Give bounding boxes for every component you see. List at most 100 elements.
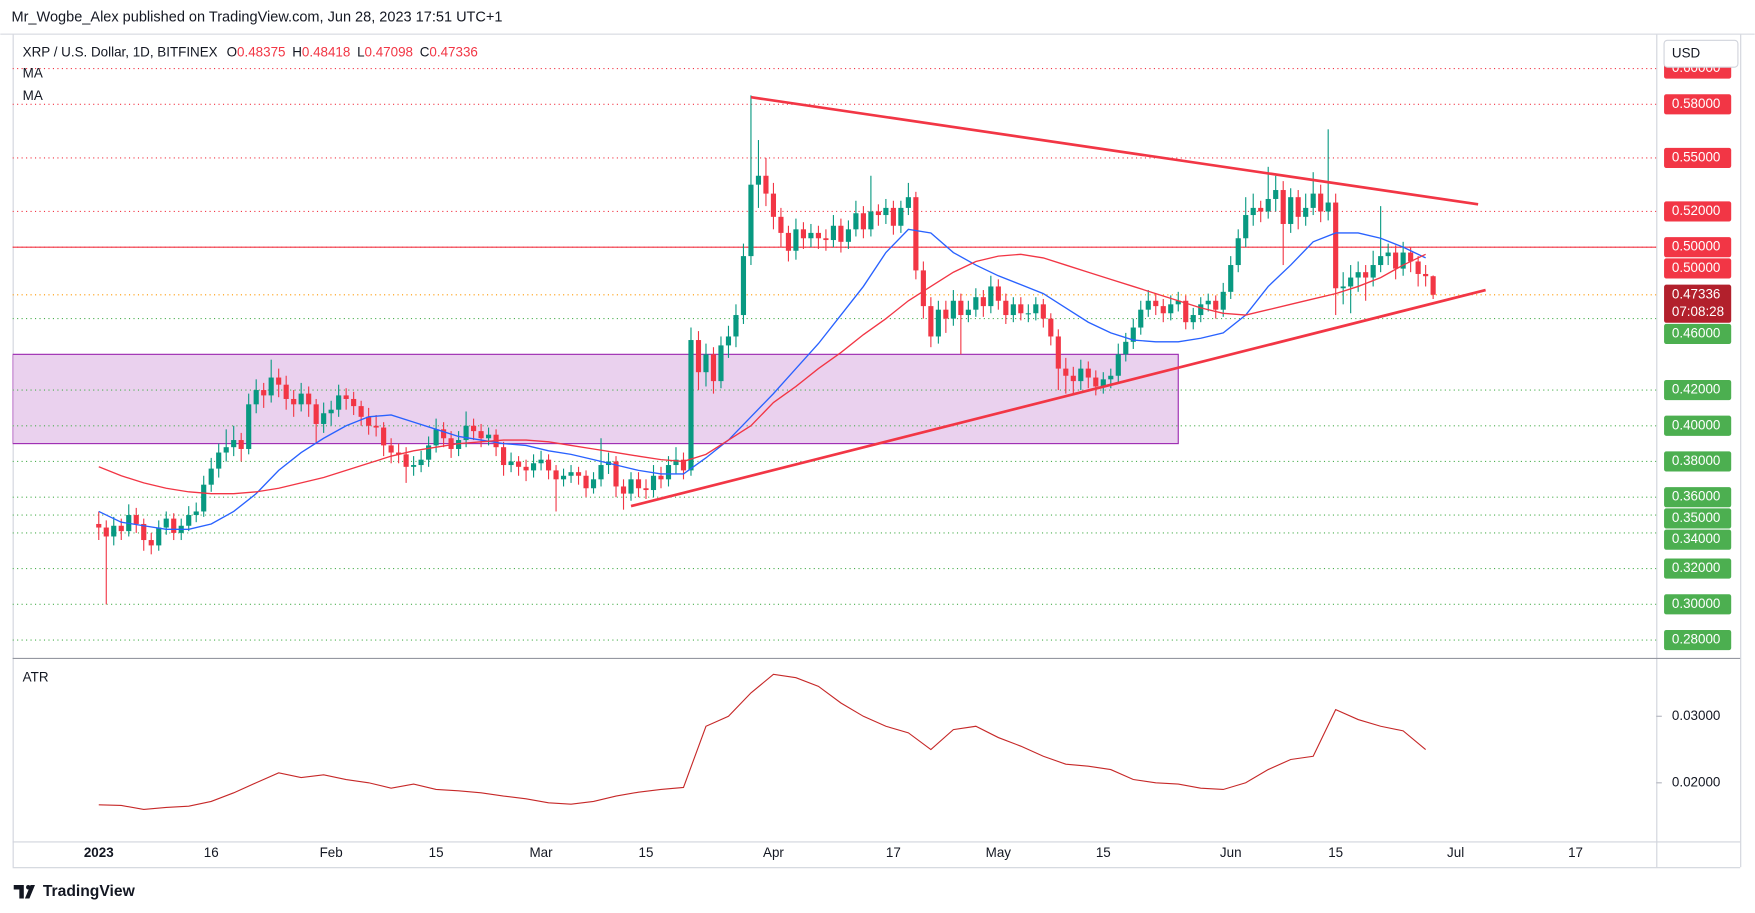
price-label-box <box>1664 94 1732 115</box>
candle-body <box>973 297 979 310</box>
candle-body <box>980 297 986 307</box>
candle-body <box>1108 375 1114 380</box>
ma-legend: MA <box>23 88 43 103</box>
price-label-text: 07:08:28 <box>1672 304 1724 319</box>
x-tick-label: Apr <box>763 845 784 860</box>
price-label: 0.46000 <box>1664 323 1732 344</box>
candle-body <box>291 398 297 405</box>
price-label-box <box>1664 284 1732 323</box>
price-label-text: 0.34000 <box>1672 531 1720 546</box>
candle-body <box>928 306 934 337</box>
candle-body <box>1055 336 1061 369</box>
candle-body <box>1123 341 1129 355</box>
price-label-box <box>1664 237 1732 258</box>
atr-pane <box>98 673 1426 810</box>
candle-body <box>763 175 769 194</box>
candle-body <box>193 511 199 516</box>
candle-body <box>575 472 582 476</box>
candle-body <box>650 475 657 491</box>
ohlc-value: 0.48375 <box>237 44 285 59</box>
candle-body <box>1243 215 1249 239</box>
candle-body <box>111 525 117 537</box>
candle-body <box>1408 252 1414 262</box>
candle-body <box>1415 261 1421 274</box>
symbol-title: XRP / U.S. Dollar, 1D, BITFINEX <box>23 44 218 59</box>
candle-body <box>635 479 642 489</box>
ohlc-label: H <box>292 44 302 59</box>
price-label-box <box>1664 529 1732 550</box>
x-tick-label: May <box>986 845 1012 860</box>
brand-logo <box>13 885 35 899</box>
candle-body <box>755 175 762 185</box>
candle-body <box>1018 304 1024 314</box>
price-label-box <box>1664 508 1732 529</box>
price-label-text: 0.50000 <box>1672 239 1720 254</box>
candle-body <box>935 309 941 337</box>
candle-body <box>313 404 319 424</box>
price-label: 0.42000 <box>1664 379 1732 401</box>
candle-body <box>276 377 282 385</box>
candle-body <box>478 431 484 439</box>
ohlc-value: 0.48418 <box>302 44 350 59</box>
candle-body <box>538 459 544 464</box>
currency-frame[interactable] <box>1663 39 1739 68</box>
price-label-text: 0.30000 <box>1672 596 1720 611</box>
candle-body <box>1340 286 1346 289</box>
candle-body <box>583 475 589 489</box>
candle-body <box>118 525 124 532</box>
x-tick-label: 2023 <box>84 845 114 860</box>
candle-body <box>283 384 289 399</box>
candle-body <box>748 184 754 257</box>
candle-body <box>1048 318 1054 337</box>
candle-body <box>778 216 784 233</box>
candle-body <box>1333 202 1339 289</box>
candle-body <box>883 207 889 216</box>
candle-body <box>710 354 717 382</box>
candle-body <box>486 434 492 439</box>
candle-body <box>336 395 342 410</box>
price-label: 0.55000 <box>1664 147 1732 168</box>
candle-body <box>988 286 994 307</box>
ohlc-label: C <box>420 44 430 59</box>
logo-dot <box>26 885 31 890</box>
candle-body <box>658 475 664 480</box>
candle-body <box>553 470 559 480</box>
candle-body <box>148 540 154 546</box>
candle-body <box>1003 300 1009 316</box>
price-label-box <box>1664 147 1732 168</box>
candle-body <box>695 340 702 373</box>
candle-body <box>1280 190 1286 224</box>
currency[interactable]: USD <box>1672 45 1701 60</box>
price-label: 0.28000 <box>1664 629 1732 651</box>
candle-body <box>673 459 679 466</box>
candle-body <box>1250 207 1256 216</box>
candle-body <box>500 447 507 466</box>
candle-body <box>1430 276 1436 295</box>
price-label-box <box>1664 415 1732 436</box>
candle-body <box>246 404 252 449</box>
candle-body <box>163 518 169 528</box>
candle-body <box>793 229 799 251</box>
x-tick-label: Mar <box>530 845 554 860</box>
currency-box[interactable]: USD <box>1663 39 1739 68</box>
price-label-text: 0.55000 <box>1672 149 1720 164</box>
candle-body <box>508 461 514 466</box>
candle-body <box>725 336 732 346</box>
candle-body <box>875 211 881 216</box>
ohlc-value: 0.47336 <box>429 44 477 59</box>
candle-body <box>733 315 739 337</box>
candle-body <box>890 207 896 226</box>
candle-body <box>1385 252 1391 257</box>
candle-body <box>133 515 139 524</box>
candle-body <box>1168 304 1174 314</box>
candle-body <box>1033 304 1039 314</box>
candle-body <box>830 225 836 241</box>
symbol-legend: XRP / U.S. Dollar, 1D, BITFINEX O0.48375 H… <box>23 44 478 59</box>
supply-demand-zone <box>12 353 1179 445</box>
candle-body <box>388 445 394 453</box>
candle-body <box>943 309 949 319</box>
candle-body <box>1025 313 1031 315</box>
candle-body <box>1310 193 1316 208</box>
